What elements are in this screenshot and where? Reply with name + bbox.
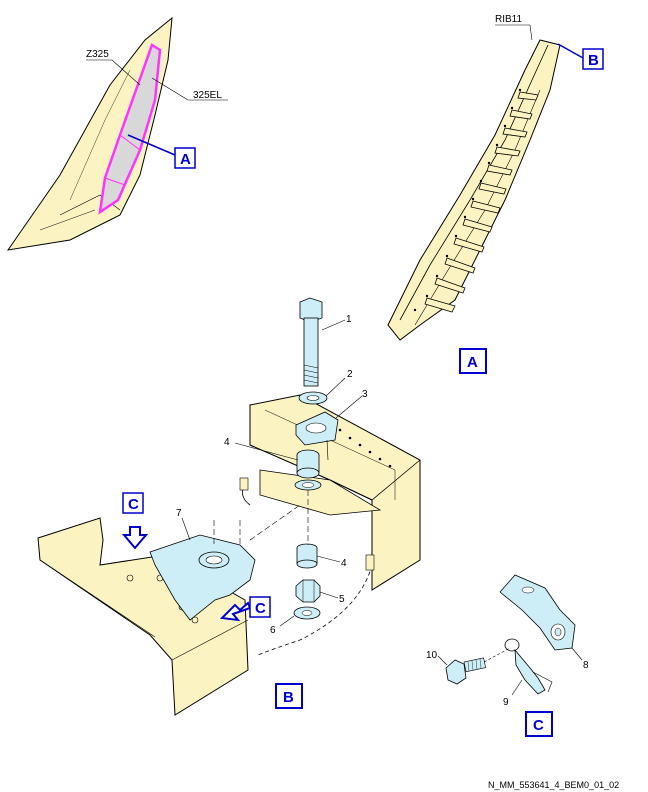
zone-325el-highlight <box>98 43 162 215</box>
screw-item-10 <box>445 647 511 685</box>
label-z325: Z325 <box>86 49 109 60</box>
item-6-label: 6 <box>270 625 276 636</box>
item-10-label: 10 <box>426 650 438 661</box>
view-a-text: A <box>467 354 478 371</box>
item-5-label: 5 <box>339 594 345 605</box>
view-b-box <box>275 683 303 709</box>
label-rib11: RIB11 <box>495 14 522 25</box>
callout-c1-text: C <box>128 496 139 513</box>
view-c-arrow-2 <box>219 601 252 622</box>
retainer-item-3 <box>295 411 339 461</box>
view-c-text: C <box>533 717 544 734</box>
label-325el: 325EL <box>193 90 222 101</box>
bolt-item-1 <box>299 297 323 387</box>
callout-b-box <box>582 48 604 70</box>
vertical-stabilizer <box>6 16 173 251</box>
view-c-arrow-1 <box>121 526 149 550</box>
rib-spar-assembly <box>387 39 561 341</box>
drawing-reference: N_MM_553641_4_BEM0_01_02 <box>488 780 619 790</box>
callout-c1-box <box>122 492 144 514</box>
item-1-label: 1 <box>346 314 352 325</box>
item-2-label: 2 <box>347 369 353 380</box>
item-4a-label: 4 <box>224 437 230 448</box>
bracket-item-8 <box>499 574 576 651</box>
jumper-item-9 <box>504 638 553 695</box>
fitting-item-7 <box>149 520 256 621</box>
callout-a-box <box>174 147 196 169</box>
item-9-label: 9 <box>503 697 509 708</box>
view-a-box <box>459 348 487 374</box>
bushing-item-4-lower <box>296 543 318 569</box>
callout-b-text: B <box>588 52 599 69</box>
view-b-text: B <box>283 689 294 706</box>
fitting-bracket <box>249 394 421 591</box>
item-3-label: 3 <box>362 389 368 400</box>
item-4b-label: 4 <box>341 558 347 569</box>
item-7-label: 7 <box>176 508 182 519</box>
nut-item-5 <box>295 579 321 603</box>
view-c-box <box>525 711 553 737</box>
item-8-label: 8 <box>583 660 589 671</box>
callout-c2-text: C <box>255 600 266 617</box>
callout-a-text: A <box>180 151 191 168</box>
callout-c2-box <box>249 596 271 618</box>
bushing-item-4-upper <box>294 449 322 491</box>
